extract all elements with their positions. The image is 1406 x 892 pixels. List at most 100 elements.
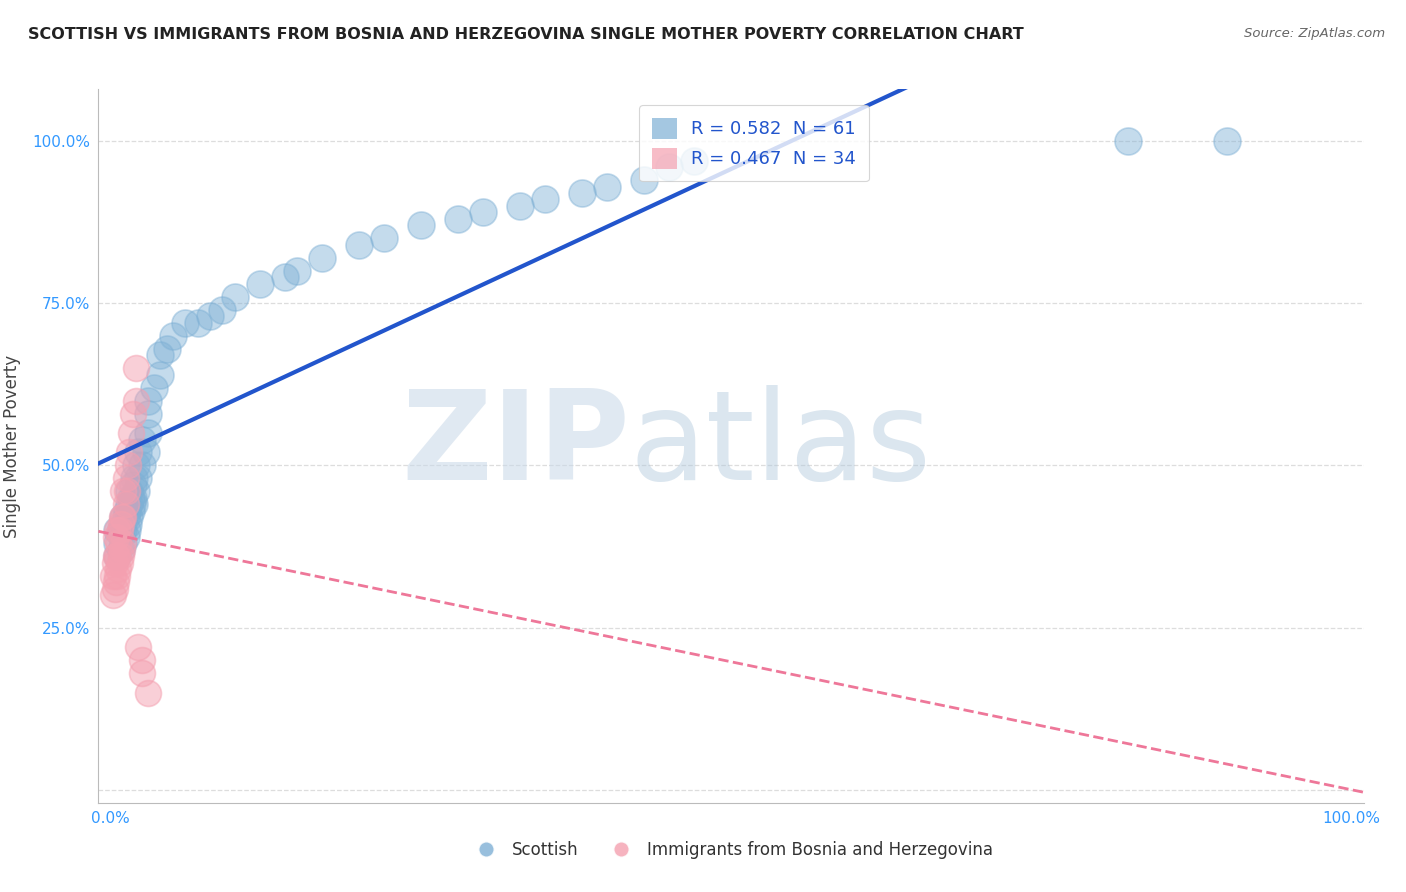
- Point: [117, 516, 139, 531]
- Point: [149, 348, 172, 362]
- Point: [124, 361, 146, 376]
- Point: [105, 536, 128, 550]
- Point: [534, 193, 557, 207]
- Point: [311, 251, 333, 265]
- Text: atlas: atlas: [630, 385, 932, 507]
- Point: [114, 497, 136, 511]
- Point: [124, 471, 146, 485]
- Point: [131, 666, 153, 681]
- Point: [117, 458, 139, 473]
- Point: [121, 497, 143, 511]
- Point: [136, 425, 159, 440]
- Text: ZIP: ZIP: [401, 385, 630, 507]
- Point: [198, 310, 221, 324]
- Point: [131, 653, 153, 667]
- Point: [596, 179, 619, 194]
- Point: [224, 290, 246, 304]
- Point: [509, 199, 531, 213]
- Point: [114, 471, 136, 485]
- Point: [108, 524, 131, 538]
- Point: [105, 568, 128, 582]
- Point: [135, 445, 157, 459]
- Point: [105, 524, 128, 538]
- Point: [249, 277, 271, 291]
- Point: [110, 549, 132, 564]
- Point: [107, 562, 129, 576]
- Point: [112, 510, 135, 524]
- Point: [633, 173, 655, 187]
- Point: [273, 270, 295, 285]
- Point: [174, 316, 197, 330]
- Point: [118, 510, 141, 524]
- Point: [104, 575, 127, 590]
- Point: [112, 484, 135, 499]
- Point: [285, 264, 308, 278]
- Point: [187, 316, 209, 330]
- Point: [124, 458, 146, 473]
- Point: [110, 516, 132, 531]
- Point: [1116, 134, 1139, 148]
- Point: [118, 497, 141, 511]
- Point: [103, 582, 125, 596]
- Point: [149, 368, 172, 382]
- Point: [136, 393, 159, 408]
- Point: [103, 568, 125, 582]
- Point: [105, 524, 128, 538]
- Point: [162, 328, 184, 343]
- Point: [118, 445, 141, 459]
- Point: [103, 588, 125, 602]
- Point: [409, 219, 432, 233]
- Point: [120, 504, 142, 518]
- Point: [472, 205, 495, 219]
- Point: [114, 530, 136, 544]
- Point: [136, 685, 159, 699]
- Point: [120, 425, 142, 440]
- Point: [136, 407, 159, 421]
- Point: [447, 211, 470, 226]
- Point: [112, 510, 135, 524]
- Point: [105, 549, 128, 564]
- Point: [127, 471, 149, 485]
- Point: [111, 542, 134, 557]
- Point: [110, 524, 132, 538]
- Point: [131, 433, 153, 447]
- Point: [122, 407, 145, 421]
- Point: [124, 484, 146, 499]
- Legend: Scottish, Immigrants from Bosnia and Herzegovina: Scottish, Immigrants from Bosnia and Her…: [463, 835, 1000, 866]
- Point: [112, 536, 135, 550]
- Point: [122, 478, 145, 492]
- Point: [658, 160, 681, 174]
- Point: [571, 186, 593, 200]
- Point: [143, 381, 166, 395]
- Point: [1216, 134, 1239, 148]
- Point: [115, 484, 138, 499]
- Point: [347, 238, 370, 252]
- Point: [131, 458, 153, 473]
- Point: [115, 524, 138, 538]
- Point: [112, 536, 135, 550]
- Text: SCOTTISH VS IMMIGRANTS FROM BOSNIA AND HERZEGOVINA SINGLE MOTHER POVERTY CORRELA: SCOTTISH VS IMMIGRANTS FROM BOSNIA AND H…: [28, 27, 1024, 42]
- Point: [110, 542, 132, 557]
- Point: [124, 497, 146, 511]
- Point: [108, 556, 131, 570]
- Text: Source: ZipAtlas.com: Source: ZipAtlas.com: [1244, 27, 1385, 40]
- Point: [103, 556, 125, 570]
- Point: [120, 491, 142, 505]
- Point: [118, 484, 141, 499]
- Point: [115, 504, 138, 518]
- Point: [111, 510, 134, 524]
- Point: [127, 445, 149, 459]
- Point: [122, 491, 145, 505]
- Point: [112, 524, 135, 538]
- Point: [156, 342, 179, 356]
- Point: [373, 231, 395, 245]
- Point: [211, 302, 233, 317]
- Point: [124, 393, 146, 408]
- Point: [114, 510, 136, 524]
- Point: [127, 640, 149, 654]
- Point: [104, 530, 127, 544]
- Point: [683, 153, 706, 168]
- Point: [105, 549, 128, 564]
- Y-axis label: Single Mother Poverty: Single Mother Poverty: [3, 354, 21, 538]
- Point: [104, 549, 127, 564]
